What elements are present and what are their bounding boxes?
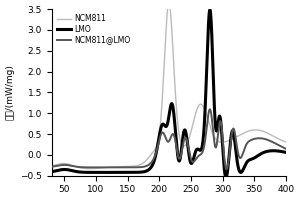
LMO (50, 170, 53, 173)
NCM811 (91, 167, 94, 170)
Line: LMO: LMO (52, 10, 286, 177)
NCM811@LMO (284, 148, 288, 150)
LMO (91, 171, 94, 174)
NCM811@LMO (225, 168, 228, 170)
LMO (140, 171, 143, 173)
NCM811@LMO (208, 108, 211, 111)
NCM811@LMO (254, 137, 258, 140)
NCM811 (88, 167, 92, 170)
NCM811 (167, 2, 171, 5)
NCM811 (140, 163, 143, 165)
NCM811@LMO (76, 166, 80, 168)
Line: NCM811: NCM811 (52, 3, 286, 169)
Legend: NCM811, LMO, NCM811@LMO: NCM811, LMO, NCM811@LMO (56, 13, 132, 46)
NCM811 (50, 165, 53, 167)
NCM811@LMO (150, 161, 154, 163)
LMO (76, 171, 80, 173)
NCM811 (280, 139, 283, 141)
NCM811@LMO (140, 166, 143, 168)
NCM811@LMO (91, 166, 94, 169)
LMO (254, 156, 258, 158)
NCM811@LMO (50, 166, 53, 168)
NCM811 (76, 166, 80, 169)
LMO (224, 176, 228, 179)
NCM811 (150, 153, 154, 155)
LMO (284, 151, 288, 154)
Line: NCM811@LMO: NCM811@LMO (52, 109, 286, 169)
NCM811 (284, 141, 288, 143)
NCM811@LMO (280, 145, 283, 148)
LMO (150, 165, 154, 168)
Y-axis label: 热量/(mW/mg): 热量/(mW/mg) (6, 64, 15, 120)
LMO (208, 9, 212, 11)
LMO (280, 150, 283, 153)
NCM811 (254, 129, 258, 131)
